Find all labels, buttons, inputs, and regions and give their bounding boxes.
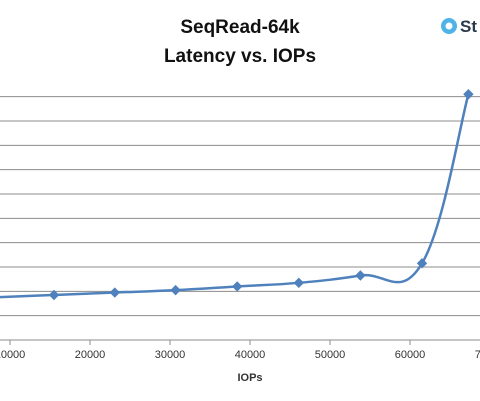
data-point-marker: [416, 258, 428, 269]
x-tick-label: 40000: [235, 349, 266, 361]
data-point-marker: [231, 281, 243, 292]
x-tick-label: 20000: [75, 349, 106, 361]
x-tick-label: 70000: [475, 349, 480, 361]
brand-logo-text: St: [460, 17, 477, 36]
x-tick-label: 50000: [315, 349, 346, 361]
data-point-marker: [293, 277, 305, 289]
gridlines: [0, 96, 480, 341]
storage-review-logo-icon: [441, 18, 457, 34]
data-point-marker: [355, 270, 366, 281]
x-tick-label: 30000: [155, 349, 186, 361]
x-tick-label: 10000: [0, 349, 25, 361]
data-point-marker: [48, 289, 60, 301]
data-markers: [48, 89, 474, 301]
chart-subtitle: Latency vs. IOPs: [164, 46, 316, 67]
data-point-marker: [463, 89, 474, 100]
x-axis-ticks: 10000 20000 30000 40000 50000 60000 70000: [0, 340, 480, 361]
x-axis-label: IOPs: [237, 372, 262, 384]
chart-title: SeqRead-64k: [180, 17, 300, 38]
data-point-marker: [109, 287, 121, 298]
data-point-marker: [170, 284, 181, 296]
brand-logo: St: [441, 17, 477, 36]
x-tick-label: 60000: [395, 349, 426, 361]
